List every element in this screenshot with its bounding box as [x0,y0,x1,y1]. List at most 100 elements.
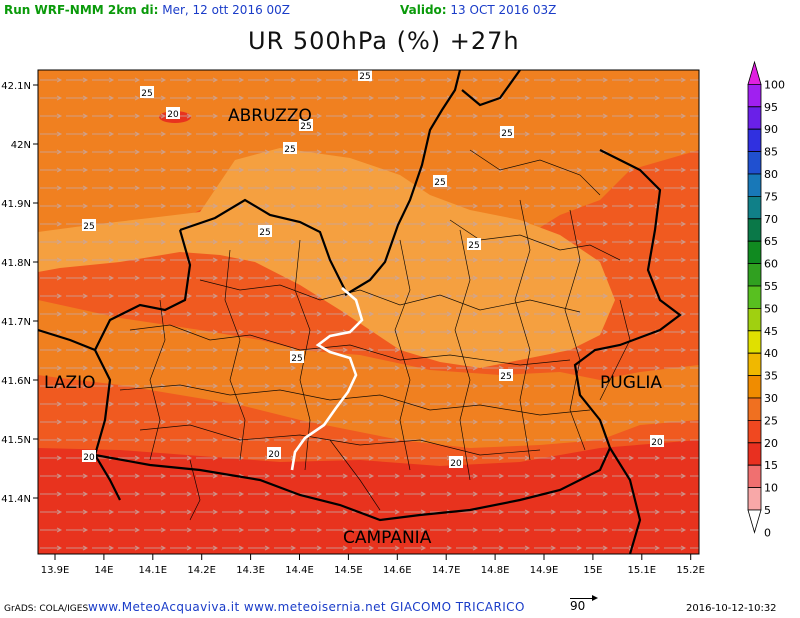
wind-vector-head [134,239,141,245]
wind-vector-head [602,365,609,371]
wind-vector-head [628,437,635,443]
wind-vector-head [342,437,349,443]
contour-label-box [267,447,281,459]
x-tick-label: 14.4E [285,565,314,576]
wind-vector-head [56,455,63,461]
wind-vector-head [472,185,479,191]
wind-vector-head [134,293,141,299]
wind-vector-head [134,257,141,263]
wind-vector-head [160,221,167,227]
contour-label-box [299,119,313,131]
wind-vector-head [446,545,453,551]
colorbar-label: 90 [764,123,778,136]
wind-vector-head [238,275,245,281]
wind-vector-head [134,131,141,137]
wind-vector-head [56,95,63,101]
wind-vector-head [707,204,711,208]
wind-vector-head [472,419,479,425]
wind-vector-head [212,329,219,335]
wind-vector-head [342,365,349,371]
wind-vector-head [238,77,245,83]
wind-vector-head [394,167,401,173]
wind-vector-head [420,95,427,101]
wind-vector-head [446,113,453,119]
wind-vector-head [576,113,583,119]
wind-vector-head [602,131,609,137]
wind-vector-head [82,383,89,389]
wind-vector-head [498,545,505,551]
wind-vector-head [134,455,141,461]
wind-vector-head [82,365,89,371]
wind-vector-head [108,311,115,317]
wind-vector-head [186,509,193,515]
wind-vector-head [680,347,687,353]
wind-vector-head [238,185,245,191]
wind-vector-head [160,527,167,533]
wind-vector-head [707,168,711,172]
colorbar-label: 75 [764,190,778,203]
wind-vector-head [186,167,193,173]
colorbar-swatch [747,330,762,354]
wind-vector-head [264,185,271,191]
wind-vector-head [134,383,141,389]
wind-vector-head [420,437,427,443]
colorbar-label: 45 [764,325,778,338]
colorbar-label: 5 [764,504,771,517]
wind-vector-head [446,419,453,425]
wind-vector-head [602,509,609,515]
wind-vector-head [524,419,531,425]
wind-vector-head [446,257,453,263]
wind-vector-head [160,419,167,425]
wind-vector-head [212,347,219,353]
wind-vector-head [576,293,583,299]
contour-label: 20 [167,110,179,120]
municipal-borders [119,149,631,521]
wind-vector-head [134,509,141,515]
wind-vector-head [108,167,115,173]
wind-vector-head [654,419,661,425]
wind-vector-head [498,455,505,461]
wind-vector-head [160,347,167,353]
colorbar-label: 100 [764,78,785,91]
contour-label: 25 [291,354,302,364]
wind-vector-head [316,527,323,533]
wind-vector-head [394,113,401,119]
wind-vector-head [238,221,245,227]
wind-vector-head [368,221,375,227]
wind-vector-head [472,203,479,209]
colorbar-swatch [747,397,762,421]
wind-vector-head [524,131,531,137]
wind-vector-head [550,527,557,533]
wind-vector-head [498,77,505,83]
wind-vector-head [264,527,271,533]
wind-vector-head [680,77,687,83]
wind-vector-head [680,419,687,425]
colorbar-label: 35 [764,370,778,383]
wind-vector-head [238,347,245,353]
wind-vector-head [238,167,245,173]
x-tick-label: 14.5E [334,565,363,576]
valid-info: Valido: 13 OCT 2016 03Z [400,3,556,17]
wind-vector-head [134,113,141,119]
wind-vector-head [680,401,687,407]
region-label-puglia: PUGLIA [600,373,662,393]
wind-vector-head [524,545,531,551]
x-tick-label: 15E [583,565,602,576]
wind-vector-head [602,77,609,83]
wind-vector-head [524,239,531,245]
wind-vector-head [680,473,687,479]
wind-vector-head [628,401,635,407]
wind-vector-head [368,113,375,119]
wind-vector-head [628,221,635,227]
wind-vector-head [707,420,711,424]
wind-vector-head [524,293,531,299]
rh-band-25-south [38,300,699,448]
contour-label-box [650,435,664,447]
contour-label-box [358,70,372,81]
wind-vector-head [654,95,661,101]
wind-vector-head [82,473,89,479]
contour-label: 25 [434,178,445,188]
wind-vector-head [680,509,687,515]
wind-vector-head [472,365,479,371]
wind-vector-head [316,77,323,83]
